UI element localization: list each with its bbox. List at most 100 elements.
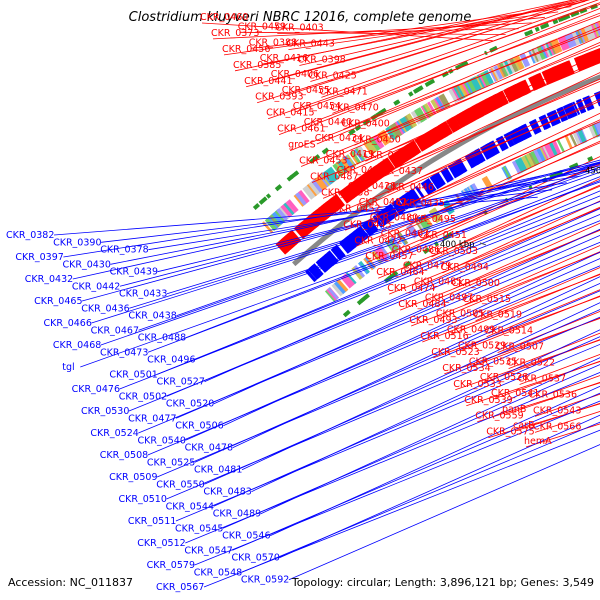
feature-block <box>596 48 600 60</box>
gene-label: CKR_0378 <box>100 245 148 256</box>
feature-block <box>424 82 429 88</box>
feature-block <box>345 272 357 285</box>
feature-block <box>312 154 321 162</box>
leader-line <box>194 282 600 463</box>
gene-label: CKR_0512 <box>137 538 185 549</box>
leader-line <box>338 59 600 177</box>
feature-block <box>493 65 503 80</box>
feature-block <box>536 72 547 88</box>
feature-block <box>327 287 339 300</box>
gene-label: CKR_0467 <box>91 325 139 336</box>
feature-block <box>573 162 579 168</box>
feature-block <box>422 104 432 118</box>
leader-line <box>279 414 600 559</box>
gene-label: CKR_0455 <box>282 85 330 96</box>
leader-line <box>185 258 600 441</box>
forward-cog-track <box>261 21 600 234</box>
feature-block <box>408 91 414 97</box>
gene-label: CKR_0507 <box>496 342 544 353</box>
feature-block <box>358 226 369 239</box>
gene-label: CKR_0479 <box>403 261 451 272</box>
feature-block <box>470 76 482 92</box>
feature-block <box>346 154 357 168</box>
gene-label: CKR_0500 <box>452 278 500 289</box>
feature-block <box>422 133 432 147</box>
leader-line <box>322 80 600 199</box>
gene-label: CKR_0505 <box>436 308 484 319</box>
gene-label: CKR_0430 <box>63 259 111 270</box>
feature-block <box>563 14 571 21</box>
gene-label: CKR_0445 <box>343 219 391 230</box>
gene-label: CKR_0506 <box>175 421 223 432</box>
gene-label: CKR_0559 <box>475 411 523 422</box>
feature-block <box>540 115 550 130</box>
leader-line <box>360 98 600 209</box>
leader-line <box>277 28 519 34</box>
leader-line <box>376 72 600 178</box>
leader-line <box>267 3 600 120</box>
feature-block <box>426 178 437 192</box>
leader-line <box>138 241 600 434</box>
feature-block <box>414 185 425 199</box>
leader-line <box>234 0 576 72</box>
leader-line <box>119 201 600 390</box>
leader-line <box>334 100 600 215</box>
feature-block <box>430 99 441 114</box>
leader-line <box>185 372 600 544</box>
gene-label: CKR_0516 <box>420 331 468 342</box>
gene-label: hemA <box>524 436 552 447</box>
leader-line <box>299 0 586 66</box>
leader-line <box>400 229 600 311</box>
gene-label: CKR_0514 <box>485 326 533 337</box>
gene-label: CKR_0451 <box>419 230 467 241</box>
feature-block <box>569 133 578 147</box>
feature-block <box>481 175 494 191</box>
feature-block <box>519 52 531 68</box>
gene-label: CKR_0397 <box>15 252 63 263</box>
leader-line <box>251 329 600 493</box>
gene-label: CKR_0519 <box>474 310 522 321</box>
gene-label: CKR_0511 <box>128 516 176 527</box>
feature-block <box>283 202 295 216</box>
feature-block <box>286 199 299 213</box>
feature-block <box>343 154 357 170</box>
gene-label: CKR_0533 <box>453 379 501 390</box>
feature-block <box>409 140 422 155</box>
feature-block <box>379 244 391 258</box>
gene-label: CKR_0476 <box>72 384 120 395</box>
leader-line <box>241 421 600 573</box>
feature-block <box>503 60 513 75</box>
leader-line <box>166 316 600 500</box>
label-leader-lines <box>53 0 600 588</box>
gene-label: CKR_0522 <box>507 358 555 369</box>
gene-label: CKR_0440 <box>304 117 352 128</box>
gene-label: CKR_0567 <box>156 582 204 593</box>
gene-label: CKR_0469 <box>363 150 411 161</box>
leader-line <box>316 26 600 145</box>
leader-line <box>415 206 600 288</box>
feature-block <box>540 22 550 30</box>
leader-line <box>204 208 600 383</box>
gene-label: CKR_0462 <box>381 229 429 240</box>
gene-label: CKR_0536 <box>529 390 577 401</box>
feature-block <box>525 153 535 168</box>
feature-block <box>359 260 370 274</box>
leader-line <box>91 163 600 324</box>
outer-rna-track <box>252 3 598 210</box>
feature-block <box>415 107 428 122</box>
gene-label: CKR_0398 <box>297 55 345 66</box>
leader-line <box>289 28 600 151</box>
feature-block <box>394 99 401 105</box>
gene-label: CKR_0393 <box>255 92 303 103</box>
gene-label: CKR_0528 <box>480 372 528 383</box>
gene-label: CKR_0432 <box>25 274 73 285</box>
feature-block <box>427 101 437 116</box>
feature-block <box>362 118 371 126</box>
feature-block <box>552 18 559 25</box>
gene-label: CKR_0416 <box>260 53 308 64</box>
gene-label: CKR_0470 <box>330 102 378 113</box>
gene-label: CKR_0484 <box>398 299 446 310</box>
feature-block <box>258 196 268 205</box>
feature-block <box>403 260 412 268</box>
